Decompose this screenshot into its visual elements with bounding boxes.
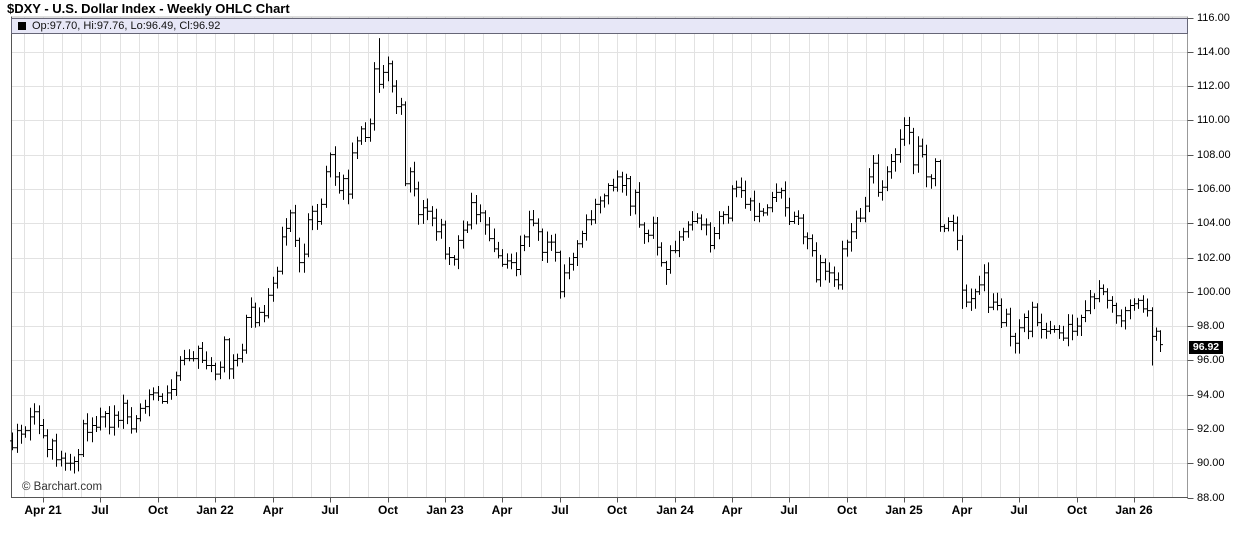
barchart-watermark: © Barchart.com xyxy=(22,481,103,493)
x-axis-label: Apr xyxy=(951,503,973,517)
legend-ohlc-values: Op:97.70, Hi:97.76, Lo:96.49, Cl:96.92 xyxy=(32,20,221,32)
x-axis-label: Jul xyxy=(91,503,109,517)
y-axis-label: 94.00 xyxy=(1197,389,1225,401)
y-axis-label: 108.00 xyxy=(1197,149,1231,161)
y-axis-label: 90.00 xyxy=(1197,457,1225,469)
y-axis-label: 96.00 xyxy=(1197,354,1225,366)
x-axis-label: Oct xyxy=(147,503,169,517)
x-axis-label: Oct xyxy=(377,503,399,517)
x-axis-label: Jan 26 xyxy=(1115,503,1153,517)
x-axis-label: Jul xyxy=(780,503,798,517)
x-axis-label: Apr xyxy=(721,503,743,517)
x-axis-label: Jan 22 xyxy=(196,503,234,517)
x-axis-label: Jan 24 xyxy=(656,503,694,517)
y-axis-label: 116.00 xyxy=(1197,12,1230,24)
x-axis-label: Apr xyxy=(262,503,284,517)
x-axis-label: Oct xyxy=(606,503,628,517)
y-axis-label: 114.00 xyxy=(1197,46,1230,58)
y-axis-label: 92.00 xyxy=(1197,423,1225,435)
x-axis-label: Oct xyxy=(1066,503,1088,517)
chart-title: $DXY - U.S. Dollar Index - Weekly OHLC C… xyxy=(7,1,290,16)
y-axis-label: 104.00 xyxy=(1197,217,1231,229)
y-axis-label: 112.00 xyxy=(1197,80,1230,92)
x-axis-label: Jul xyxy=(321,503,339,517)
y-axis-label: 100.00 xyxy=(1197,286,1231,298)
ohlc-series-swatch-icon xyxy=(18,22,26,30)
x-axis-label: Jan 23 xyxy=(426,503,464,517)
y-axis-label: 98.00 xyxy=(1197,320,1225,332)
x-axis-label: Apr 21 xyxy=(24,503,62,517)
y-axis-label: 88.00 xyxy=(1197,492,1225,504)
last-price-label: 96.92 xyxy=(1189,341,1223,354)
legend-strip: Op:97.70, Hi:97.76, Lo:96.49, Cl:96.92 xyxy=(11,18,1188,34)
x-axis-label: Jul xyxy=(1010,503,1028,517)
y-axis-label: 106.00 xyxy=(1197,183,1231,195)
x-axis-label: Apr xyxy=(491,503,513,517)
x-axis-label: Oct xyxy=(836,503,858,517)
y-axis-label: 110.00 xyxy=(1197,114,1230,126)
x-axis-label: Jan 25 xyxy=(885,503,923,517)
y-axis-label: 102.00 xyxy=(1197,252,1231,264)
x-axis-label: Jul xyxy=(551,503,569,517)
